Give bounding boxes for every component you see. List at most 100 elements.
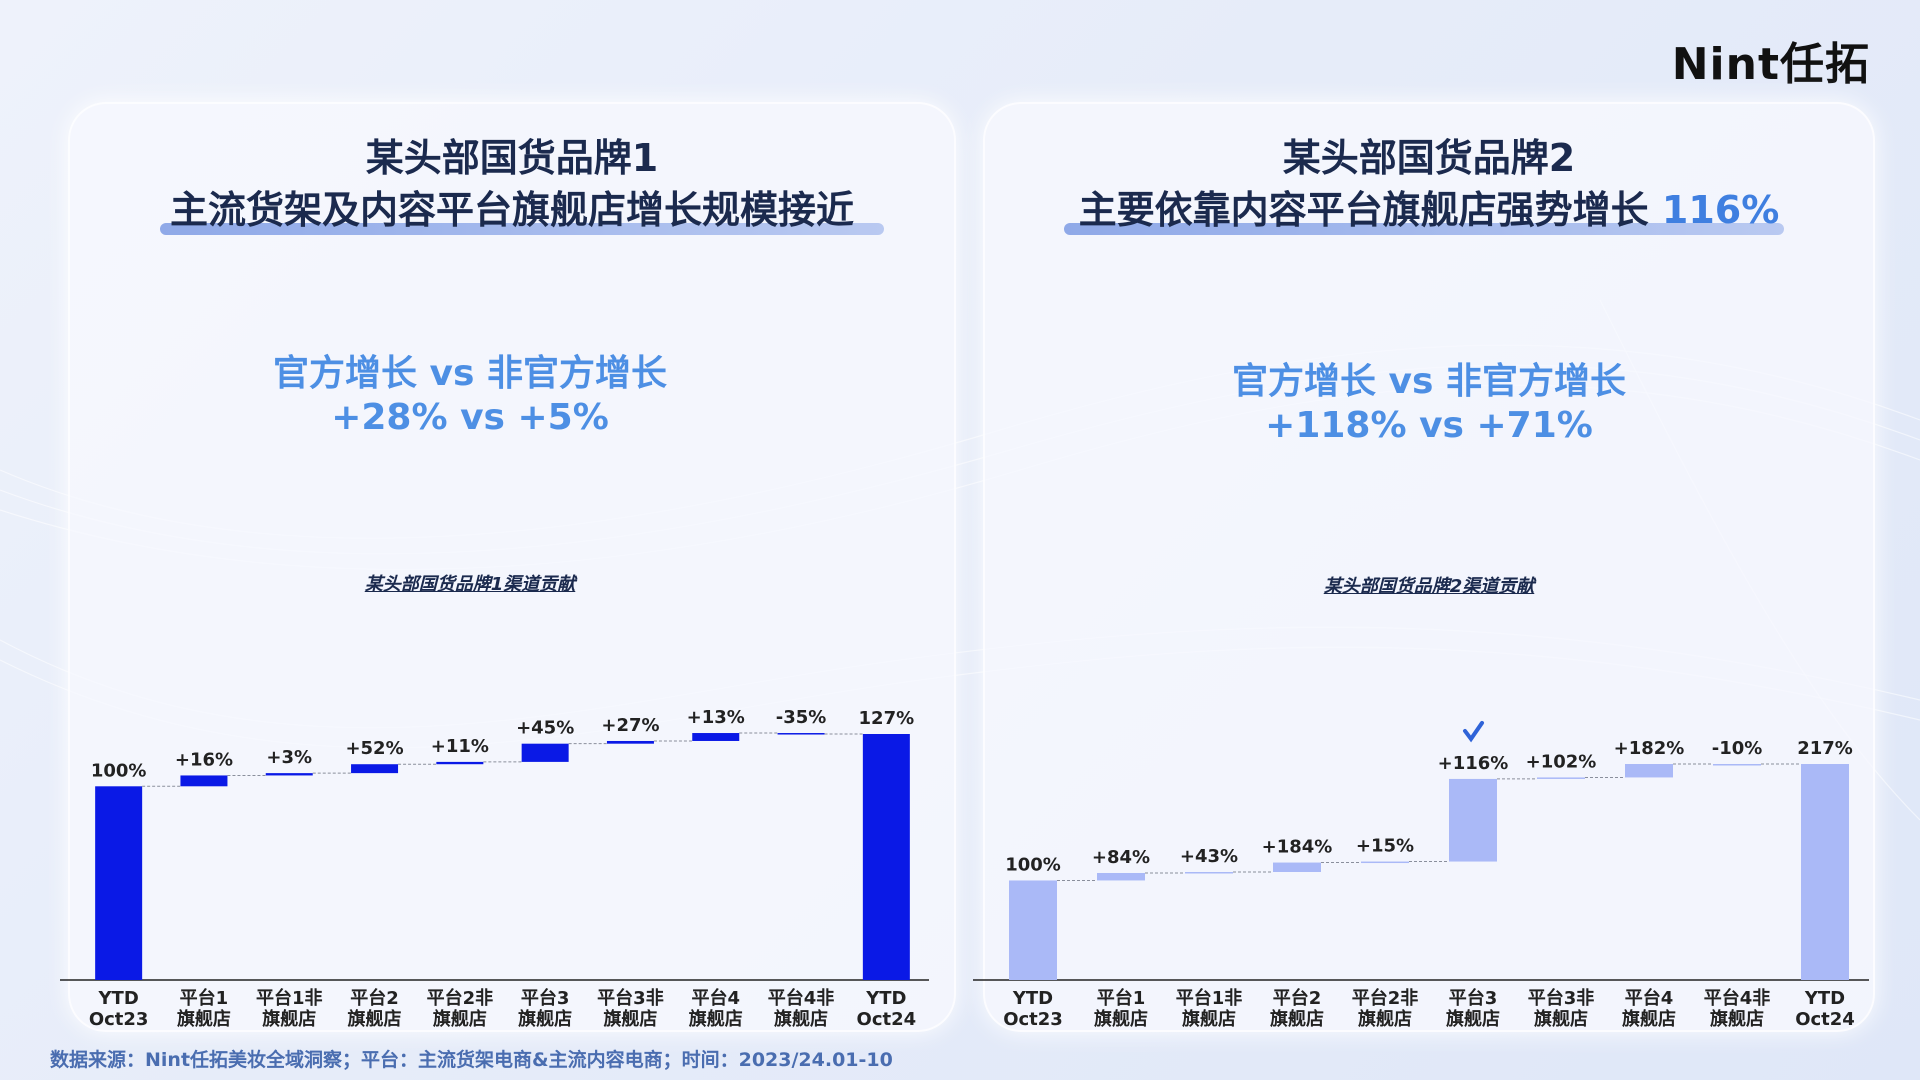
title-underline (160, 223, 884, 235)
category-label-5: 平台3 (521, 987, 570, 1009)
panel-brand-2: 某头部国货品牌2 主要依靠内容平台旗舰店强势增长 116% 官方增长 vs 非官… (973, 102, 1875, 1032)
category-label-3: 平台2 (350, 987, 399, 1009)
data-label-1: +84% (1092, 847, 1150, 868)
category-label-2: 平台1非 (256, 987, 323, 1009)
category-label-2: 旗舰店 (262, 1008, 316, 1030)
category-label-8: 平台4非 (768, 987, 835, 1009)
category-label-0: YTD (98, 988, 139, 1009)
category-label-9: Oct24 (857, 1009, 917, 1030)
category-label-4: 旗舰店 (1358, 1008, 1412, 1030)
bar-4 (1361, 861, 1409, 864)
data-label-4: +11% (431, 736, 489, 757)
panel-title-line2: 主要依靠内容平台旗舰店强势增长 116% (983, 184, 1875, 236)
data-label-5: +116% (1438, 753, 1509, 774)
growth-comparison-label: 官方增长 vs 非官方增长 (1232, 361, 1626, 402)
data-label-0: 100% (91, 760, 147, 781)
category-label-3: 平台2 (1273, 987, 1322, 1009)
data-label-3: +184% (1262, 837, 1333, 858)
bar-1 (1097, 872, 1145, 881)
category-label-8: 平台4非 (1704, 987, 1771, 1009)
panel-title-line1: 某头部国货品牌2 (1282, 136, 1576, 180)
bar-6 (1537, 777, 1585, 779)
category-label-9: Oct24 (1795, 1009, 1855, 1030)
category-label-1: 旗舰店 (177, 1008, 231, 1030)
bar-6 (606, 740, 654, 744)
panel-title-text: 主要依靠内容平台旗舰店强势增长 (1078, 188, 1649, 232)
panel-title-line2: 主流货架及内容平台旗舰店增长规模接近 (68, 184, 956, 236)
category-label-9: YTD (1804, 988, 1845, 1009)
data-label-6: +27% (601, 715, 659, 736)
growth-comparison-values: +28% vs +5% (331, 397, 609, 438)
category-label-0: Oct23 (89, 1009, 149, 1030)
data-label-8: -35% (776, 707, 827, 728)
category-label-7: 旗舰店 (689, 1008, 743, 1030)
category-label-5: 旗舰店 (518, 1008, 572, 1030)
panel-title-highlight: 116% (1661, 188, 1780, 232)
bar-9 (862, 734, 910, 980)
bar-2 (265, 773, 313, 776)
panel-title: 某头部国货品牌1 主流货架及内容平台旗舰店增长规模接近 (68, 132, 956, 236)
bar-8 (777, 733, 825, 735)
data-label-7: +182% (1614, 738, 1685, 759)
category-label-7: 平台4 (1625, 987, 1674, 1009)
category-label-4: 平台2非 (1352, 987, 1419, 1009)
bar-7 (1625, 764, 1673, 778)
category-label-6: 平台3非 (1528, 987, 1595, 1009)
category-label-3: 旗舰店 (348, 1008, 402, 1030)
category-label-5: 平台3 (1449, 987, 1498, 1009)
category-label-6: 旗舰店 (603, 1008, 657, 1030)
data-label-6: +102% (1526, 751, 1597, 772)
bar-5 (1449, 778, 1497, 862)
chart-title: 某头部国货品牌2渠道贡献 (1323, 576, 1535, 597)
bar-8 (1713, 764, 1761, 766)
growth-comparison-values: +118% vs +71% (1265, 405, 1593, 446)
category-label-3: 旗舰店 (1270, 1008, 1324, 1030)
bar-3 (1273, 862, 1321, 872)
data-label-0: 100% (1005, 854, 1061, 875)
bar-0 (95, 786, 143, 980)
category-label-4: 平台2非 (427, 987, 494, 1009)
category-label-5: 旗舰店 (1446, 1008, 1500, 1030)
panel-title-text: 主流货架及内容平台旗舰店增长规模接近 (169, 188, 854, 232)
data-label-5: +45% (516, 718, 574, 739)
data-label-8: -10% (1712, 738, 1763, 759)
category-label-6: 旗舰店 (1534, 1008, 1588, 1030)
data-label-9: 217% (1797, 738, 1853, 759)
bar-7 (692, 733, 740, 741)
category-label-2: 旗舰店 (1182, 1008, 1236, 1030)
bar-9 (1801, 764, 1849, 980)
chart-title: 某头部国货品牌1渠道贡献 (364, 574, 576, 595)
category-label-7: 平台4 (691, 987, 740, 1009)
bar-3 (351, 764, 399, 774)
bar-2 (1185, 872, 1233, 874)
category-label-2: 平台1非 (1176, 987, 1243, 1009)
category-label-6: 平台3非 (597, 987, 664, 1009)
category-label-8: 旗舰店 (774, 1008, 828, 1030)
brand-logo: Nint任拓 (1671, 39, 1870, 90)
bar-1 (180, 775, 228, 787)
category-label-1: 旗舰店 (1094, 1008, 1148, 1030)
category-label-1: 平台1 (180, 987, 229, 1009)
category-label-9: YTD (865, 988, 906, 1009)
data-label-2: +3% (266, 747, 312, 768)
data-label-2: +43% (1180, 846, 1238, 867)
category-label-1: 平台1 (1097, 987, 1146, 1009)
data-label-4: +15% (1356, 836, 1414, 857)
panel-title: 某头部国货品牌2 主要依靠内容平台旗舰店强势增长 116% (983, 132, 1875, 236)
waterfall-chart-2: 100%YTDOct23+84%平台1旗舰店+43%平台1非旗舰店+184%平台… (973, 720, 1869, 1030)
category-label-4: 旗舰店 (433, 1008, 487, 1030)
check-mark-icon (1463, 720, 1484, 743)
growth-comparison: 官方增长 vs 非官方增长 +28% vs +5% (26, 352, 914, 440)
title-underline (1064, 223, 1784, 235)
bar-5 (521, 743, 569, 762)
growth-comparison: 官方增长 vs 非官方增长 +118% vs +71% (983, 360, 1875, 448)
category-label-0: YTD (1012, 988, 1053, 1009)
data-label-3: +52% (345, 738, 403, 759)
source-note: 数据来源：Nint任拓美妆全域洞察；平台：主流货架电商&主流内容电商；时间：20… (50, 1049, 893, 1071)
data-label-9: 127% (859, 708, 915, 729)
category-label-8: 旗舰店 (1710, 1008, 1764, 1030)
category-label-7: 旗舰店 (1622, 1008, 1676, 1030)
bar-0 (1009, 880, 1057, 980)
panel-title-line1: 某头部国货品牌1 (365, 136, 659, 180)
waterfall-chart-1: 100%YTDOct23+16%平台1旗舰店+3%平台1非旗舰店+52%平台2旗… (60, 707, 929, 1030)
